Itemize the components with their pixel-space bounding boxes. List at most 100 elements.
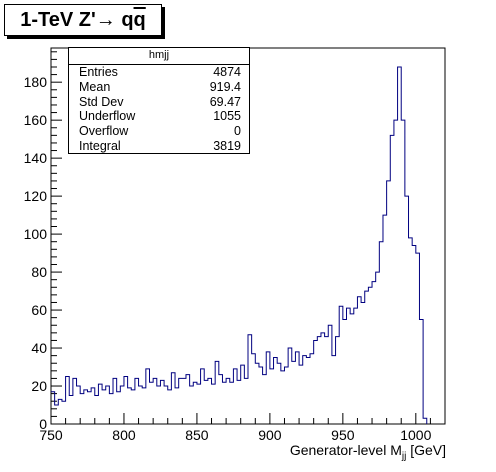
histogram-bin <box>128 388 132 424</box>
histogram-bin <box>412 245 416 424</box>
plot-title-box: 1-TeV Z'→ qq <box>4 4 162 36</box>
histogram-series <box>51 66 428 424</box>
histogram-bin <box>314 340 318 424</box>
stats-row-stddev: Std Dev 69.47 <box>69 95 249 110</box>
stats-value: 919.4 <box>209 79 241 94</box>
histogram-bin <box>91 388 95 424</box>
histogram-bin <box>109 394 113 424</box>
histogram-bin <box>62 401 66 424</box>
histogram-bin <box>124 377 128 424</box>
histogram-line <box>51 66 428 424</box>
stats-value: 4874 <box>213 65 241 79</box>
histogram-bin <box>423 418 427 424</box>
histogram-bin <box>376 272 380 424</box>
histogram-bin <box>368 287 372 424</box>
histogram-bin <box>164 386 168 424</box>
histogram-bin <box>321 333 325 424</box>
histogram-bin <box>153 378 157 424</box>
histogram-bin <box>419 320 423 424</box>
histogram-bin <box>201 369 205 424</box>
stats-label: Underflow <box>79 109 136 124</box>
histogram-bin <box>98 384 102 424</box>
y-tick-label: 0 <box>39 416 47 432</box>
stats-row-entries: Entries 4874 <box>69 65 249 80</box>
histogram-bin <box>233 369 237 424</box>
stats-row-integral: Integral 3819 <box>69 139 249 154</box>
stats-label: Integral <box>79 138 121 153</box>
histogram-bin <box>215 361 219 424</box>
plot-title: 1-TeV Z'→ qq <box>5 5 161 35</box>
histogram-bin <box>266 352 270 424</box>
histogram-bin <box>113 378 117 424</box>
histogram-bin <box>204 380 208 424</box>
histogram-bin <box>120 386 124 424</box>
histogram-bin <box>317 337 321 424</box>
histogram-bin <box>117 392 121 424</box>
y-tick-label: 80 <box>31 264 47 280</box>
histogram-bin <box>175 388 179 424</box>
x-tick-label: 1000 <box>400 427 431 443</box>
stats-value: 69.47 <box>209 94 241 109</box>
stats-row-underflow: Underflow 1055 <box>69 109 249 124</box>
histogram-bin <box>347 308 351 424</box>
histogram-bin <box>310 354 314 424</box>
histogram-bin <box>106 386 110 424</box>
y-tick-label: 140 <box>24 150 48 166</box>
histogram-bin <box>372 282 376 424</box>
histogram-bin <box>226 378 230 424</box>
x-tick-label: 950 <box>331 427 355 443</box>
histogram-bin <box>295 352 299 424</box>
histogram-bin <box>252 354 256 424</box>
histogram-bin <box>339 306 343 424</box>
histogram-bin <box>171 373 175 424</box>
histogram-bin <box>244 378 248 424</box>
histogram-bin <box>354 308 358 424</box>
histogram-bin <box>230 382 234 424</box>
histogram-bin <box>398 67 402 424</box>
x-tick-label: 750 <box>39 427 63 443</box>
histogram-bin <box>58 399 62 424</box>
y-tick-label: 120 <box>24 188 48 204</box>
histogram-bin <box>387 181 391 424</box>
histogram-bin <box>325 337 329 424</box>
histogram-bin <box>288 348 292 424</box>
histogram-bin <box>328 325 332 424</box>
histogram-bin <box>259 367 263 424</box>
histogram-bin <box>401 120 405 424</box>
histogram-bin <box>84 390 88 424</box>
x-tick-label: 900 <box>258 427 282 443</box>
histogram-bin <box>405 196 409 424</box>
histogram-bin <box>142 388 146 424</box>
stats-value: 0 <box>234 124 241 139</box>
histogram-bin <box>390 135 394 424</box>
histogram-bin <box>379 242 383 424</box>
histogram-bin <box>95 396 99 424</box>
histogram-bin <box>212 384 216 424</box>
histogram-bin <box>66 377 70 424</box>
y-tick-label: 40 <box>31 340 47 356</box>
x-tick-label: 800 <box>112 427 136 443</box>
stats-value: 1055 <box>213 109 241 124</box>
histogram-bin <box>193 382 197 424</box>
y-tick-label: 20 <box>31 378 47 394</box>
y-tick-label: 100 <box>24 226 48 242</box>
histogram-bin <box>332 356 336 424</box>
stats-label: Overflow <box>79 124 129 139</box>
histogram-bin <box>270 369 274 424</box>
histogram-bin <box>263 375 267 424</box>
histogram-bin <box>77 386 81 424</box>
histogram-bin <box>150 382 154 424</box>
histogram-bin <box>336 337 340 424</box>
histogram-bin <box>416 253 420 424</box>
y-tick-label: 160 <box>24 112 48 128</box>
plot-title-text: 1-TeV Z'→ q <box>20 9 134 31</box>
histogram-bin <box>69 396 73 424</box>
x-tick-label: 850 <box>185 427 209 443</box>
axes: 0 20 40 60 80 100 120 140 160 180 750 800 850 900 950 1… <box>24 51 446 443</box>
histogram-bin <box>179 378 183 424</box>
plot-title-qbar: q <box>133 9 146 31</box>
histogram-bin <box>190 386 194 424</box>
histogram-bin <box>135 378 139 424</box>
y-tick-label: 60 <box>31 302 47 318</box>
